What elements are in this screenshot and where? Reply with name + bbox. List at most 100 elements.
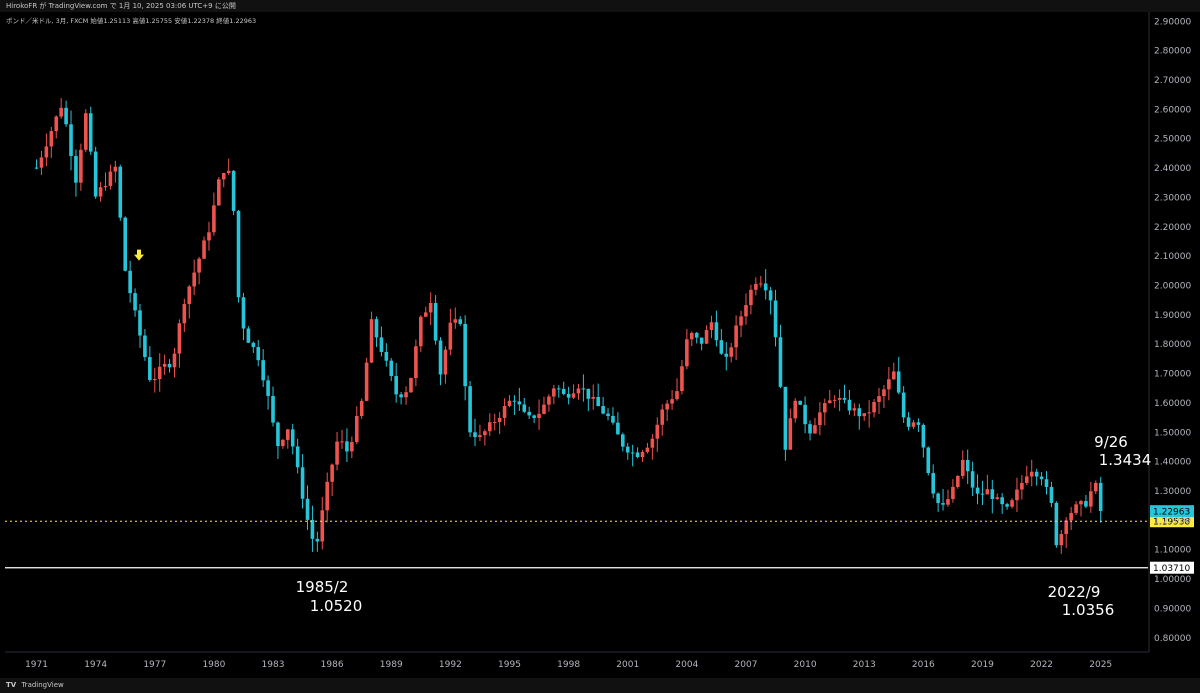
candle bbox=[108, 164, 113, 190]
candle-body bbox=[1005, 504, 1009, 507]
x-tick-label: 1992 bbox=[439, 660, 462, 670]
candle bbox=[133, 288, 137, 317]
candle bbox=[79, 143, 83, 191]
candle-body bbox=[660, 409, 665, 425]
candle bbox=[704, 325, 709, 345]
candle bbox=[221, 172, 226, 188]
candle bbox=[98, 182, 103, 202]
candle-body bbox=[389, 360, 394, 377]
candle-body bbox=[226, 170, 231, 174]
candle-body bbox=[69, 124, 73, 157]
candle-body bbox=[891, 371, 896, 380]
legend-close: 終値1.22963 bbox=[216, 17, 257, 25]
y-tick-label: 1.40000 bbox=[1154, 458, 1191, 468]
candle bbox=[128, 260, 132, 303]
candle-body bbox=[492, 422, 497, 424]
candle-body bbox=[818, 412, 822, 426]
candle-body bbox=[936, 493, 940, 504]
candle bbox=[576, 383, 581, 400]
candle bbox=[281, 438, 285, 449]
candle bbox=[123, 216, 128, 272]
candle-body bbox=[645, 447, 650, 453]
candle bbox=[187, 285, 192, 319]
candle-body bbox=[901, 392, 906, 418]
candle-body bbox=[616, 422, 620, 435]
candle bbox=[246, 326, 251, 343]
candle bbox=[261, 349, 265, 387]
candle-body bbox=[670, 399, 674, 404]
candle-body bbox=[970, 471, 975, 488]
candle bbox=[39, 150, 44, 176]
candle bbox=[177, 319, 182, 368]
candle-body bbox=[148, 357, 152, 381]
candle bbox=[611, 407, 615, 425]
candle bbox=[492, 413, 497, 431]
candle bbox=[571, 384, 576, 400]
candle bbox=[522, 397, 527, 414]
candle-body bbox=[157, 366, 162, 380]
candle-body bbox=[906, 417, 911, 427]
candle bbox=[916, 418, 921, 433]
candle-body bbox=[739, 316, 743, 326]
candle-body bbox=[433, 302, 438, 341]
candle bbox=[340, 429, 344, 449]
candle bbox=[305, 485, 310, 530]
candle-body bbox=[345, 441, 349, 452]
candle-body bbox=[847, 399, 852, 411]
candle-body bbox=[630, 452, 635, 454]
x-tick-label: 2022 bbox=[1030, 660, 1053, 670]
x-tick-label: 1986 bbox=[321, 660, 344, 670]
candle bbox=[640, 449, 645, 462]
candle bbox=[655, 417, 660, 452]
candle bbox=[197, 256, 201, 285]
candle bbox=[827, 390, 832, 404]
legend-symbol: ポンド／米ドル, 3月, FXCM bbox=[6, 17, 89, 25]
candle bbox=[685, 329, 689, 370]
candle bbox=[1079, 499, 1083, 517]
candle-body bbox=[749, 289, 753, 306]
candle-body bbox=[842, 397, 847, 400]
candle-body bbox=[281, 439, 285, 447]
candle bbox=[818, 402, 822, 436]
candle bbox=[542, 396, 546, 415]
candle bbox=[714, 310, 719, 347]
candle-body bbox=[212, 205, 216, 233]
candle-body bbox=[1034, 471, 1039, 477]
candle bbox=[556, 385, 561, 398]
x-tick-label: 2001 bbox=[616, 660, 639, 670]
x-tick-label: 2025 bbox=[1089, 660, 1112, 670]
candle-body bbox=[803, 404, 807, 425]
candle-body bbox=[251, 342, 256, 348]
candle bbox=[266, 375, 270, 410]
candle bbox=[1044, 471, 1049, 495]
candle-body bbox=[689, 332, 694, 340]
candle bbox=[896, 356, 901, 395]
candle-body bbox=[581, 388, 586, 390]
candle bbox=[808, 420, 812, 441]
candle-body bbox=[625, 446, 630, 453]
candle bbox=[1084, 494, 1088, 509]
candle-body bbox=[635, 452, 640, 458]
annotation-date: 1985/2 bbox=[296, 578, 349, 596]
candle-body bbox=[438, 340, 443, 375]
candle bbox=[724, 341, 729, 371]
candle bbox=[419, 315, 423, 353]
legend-high: 高値1.25755 bbox=[132, 17, 173, 25]
candle bbox=[369, 311, 374, 364]
candle-body bbox=[221, 173, 226, 180]
candle bbox=[300, 454, 305, 509]
x-tick-label: 2016 bbox=[912, 660, 935, 670]
candle bbox=[478, 424, 482, 442]
candle bbox=[379, 326, 384, 357]
candle bbox=[758, 275, 763, 288]
candle bbox=[1064, 517, 1069, 548]
candle bbox=[788, 408, 793, 450]
candle-body bbox=[340, 441, 344, 443]
candle bbox=[931, 464, 935, 499]
candlestick-chart[interactable]: 1.19538 1.03710 1.22963 0.80000 0.90000 1.000… bbox=[0, 0, 1200, 678]
candle-body bbox=[448, 322, 453, 350]
candle-body bbox=[1044, 479, 1049, 487]
candle bbox=[256, 340, 261, 367]
candle-body bbox=[699, 337, 704, 344]
candle bbox=[739, 310, 743, 338]
